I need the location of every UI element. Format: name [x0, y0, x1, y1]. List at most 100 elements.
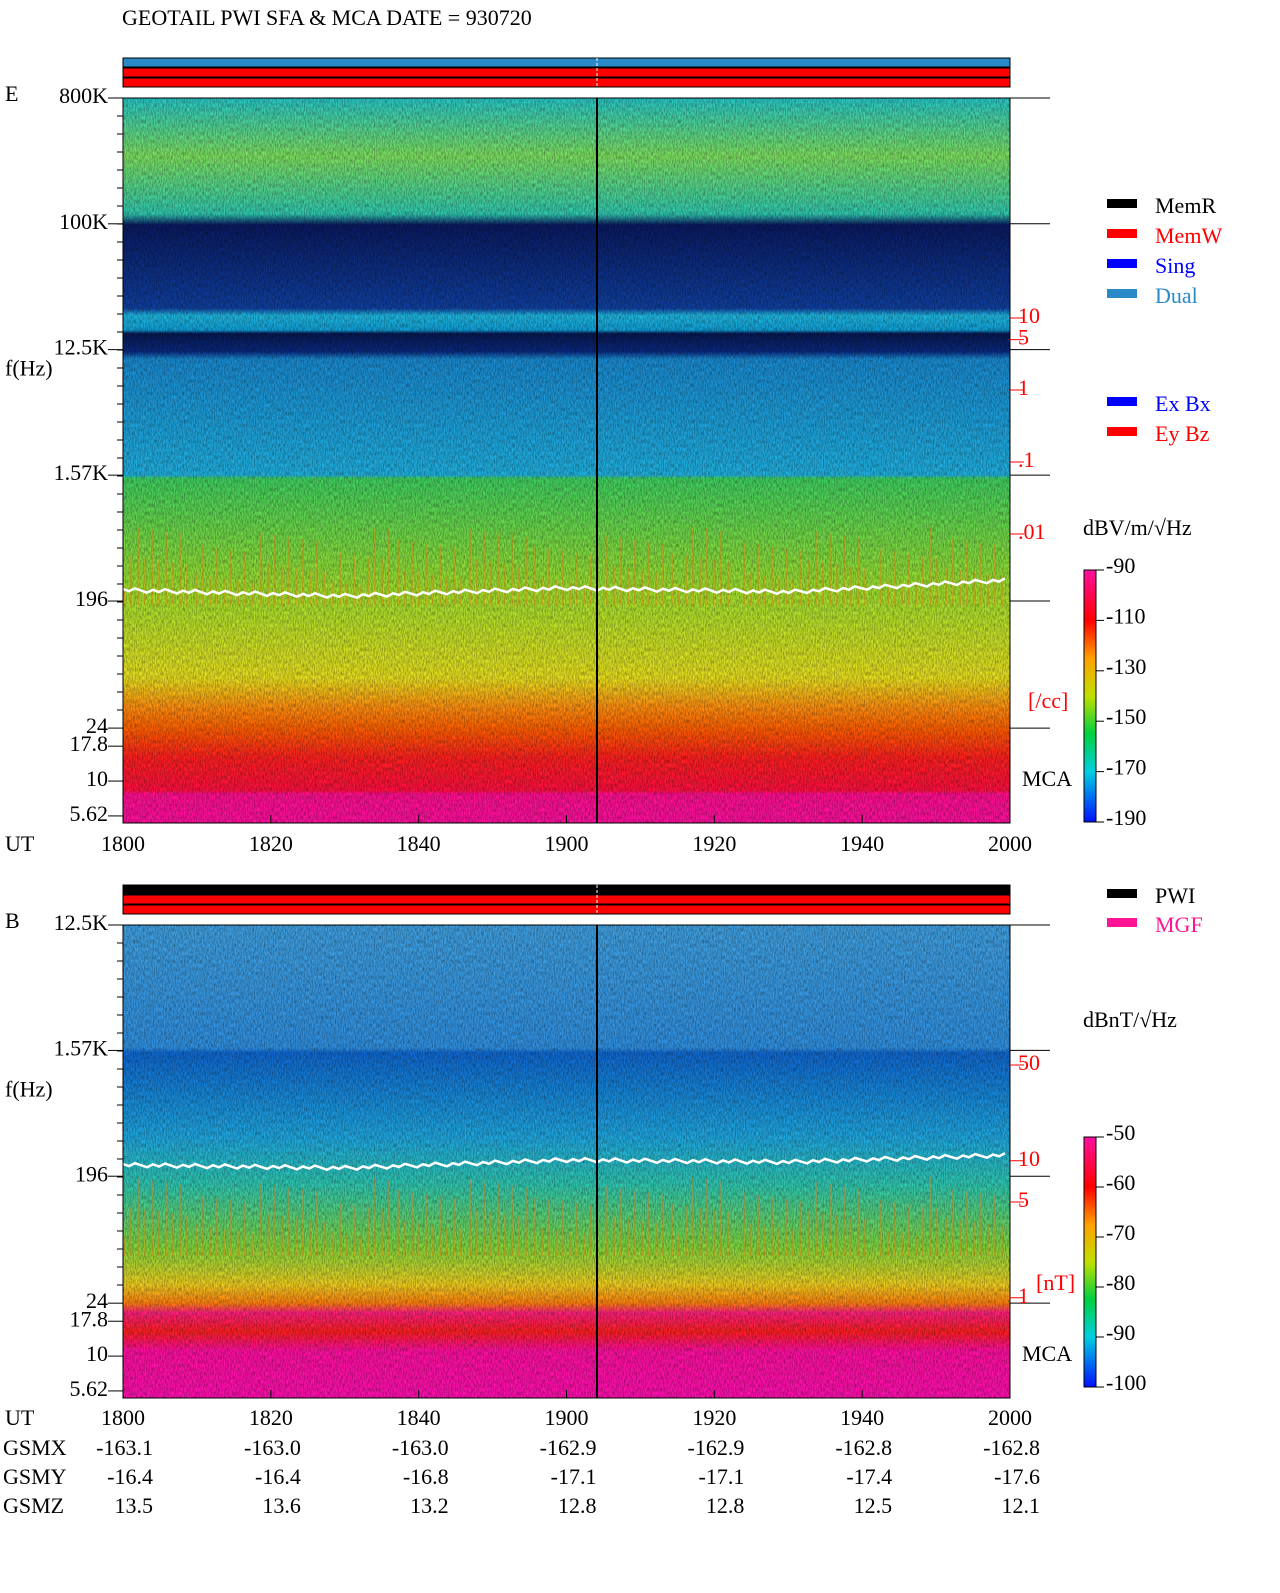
streak	[339, 1203, 341, 1257]
orbit-value: -16.8	[403, 1464, 449, 1489]
streak	[202, 545, 204, 606]
orbit-value: 13.5	[115, 1493, 154, 1518]
streak	[829, 1184, 831, 1257]
streak	[994, 1195, 996, 1257]
streak	[987, 573, 989, 606]
streak	[323, 1222, 325, 1257]
streak	[576, 552, 578, 606]
streak	[929, 526, 931, 606]
streak	[750, 573, 752, 606]
streak	[980, 542, 982, 606]
streak	[541, 1228, 543, 1257]
streak	[857, 1188, 859, 1257]
streak	[511, 534, 513, 606]
x-tick-label: 1900	[545, 831, 589, 856]
streak	[497, 532, 499, 606]
streak	[648, 1192, 650, 1257]
x-tick-label: 1840	[397, 831, 441, 856]
density-tick-label: 10	[1018, 303, 1040, 328]
streak	[144, 558, 146, 606]
streak	[987, 1224, 989, 1257]
y-tick-label: 10	[86, 766, 108, 791]
streak	[836, 564, 838, 606]
streak	[172, 562, 174, 606]
streak	[562, 1201, 564, 1257]
density-tick-label: 50	[1018, 1050, 1040, 1075]
orbit-value: 13.6	[262, 1493, 301, 1518]
streak	[692, 526, 694, 606]
streak	[425, 1194, 427, 1257]
streak	[857, 537, 859, 606]
streak	[887, 1231, 889, 1257]
streak	[620, 537, 622, 606]
streak	[590, 1205, 592, 1257]
streak	[562, 550, 564, 606]
streak	[808, 560, 810, 606]
status-bar	[122, 904, 1011, 915]
orbit-value: -163.1	[96, 1435, 153, 1460]
y-tick-label: 24	[86, 713, 108, 738]
streak	[151, 529, 153, 606]
streak	[713, 1210, 715, 1257]
y-tick-label: 196	[75, 586, 108, 611]
streak	[887, 580, 889, 606]
streak	[476, 1210, 478, 1257]
orbit-value: -17.6	[994, 1464, 1040, 1489]
mca-label: MCA	[1022, 766, 1072, 791]
colorbar-tick-label: -170	[1106, 755, 1146, 780]
component-label: B	[5, 908, 20, 933]
streak	[720, 530, 722, 606]
streak	[453, 1198, 455, 1257]
streak	[260, 532, 262, 606]
orbit-value: 12.5	[854, 1493, 893, 1518]
streak	[548, 1199, 550, 1257]
streak	[381, 1209, 383, 1257]
title: GEOTAIL PWI SFA & MCA DATE = 930720	[122, 5, 532, 30]
streak	[583, 583, 585, 606]
colorbar-unit: dBV/m/√Hz	[1083, 515, 1192, 540]
streak	[397, 539, 399, 606]
streak	[720, 1181, 722, 1257]
y-tick-label: 1.57K	[54, 1035, 109, 1060]
streak	[158, 1211, 160, 1257]
streak	[671, 553, 673, 606]
spectrogram-noise	[123, 98, 1010, 823]
streak	[151, 1180, 153, 1257]
legend-swatch	[1107, 397, 1137, 406]
x-tick-label: 1900	[545, 1405, 589, 1430]
streak	[244, 1202, 246, 1257]
y-tick-label: 12.5K	[54, 910, 109, 935]
streak	[627, 1219, 629, 1257]
streak	[750, 1224, 752, 1257]
streak	[353, 554, 355, 606]
streak	[894, 1202, 896, 1257]
panels: Ef(Hz)800K100K12.5K1.57K1962417.8105.62M…	[3, 57, 1222, 1518]
streak	[843, 535, 845, 606]
streak	[144, 1209, 146, 1257]
streak	[309, 1220, 311, 1257]
streak	[446, 1227, 448, 1257]
density-unit: [nT]	[1036, 1270, 1075, 1295]
streak	[504, 563, 506, 606]
streak	[606, 535, 608, 606]
mca-label: MCA	[1022, 1341, 1072, 1366]
y-tick-label: 5.62	[70, 1376, 109, 1401]
streak	[929, 1177, 931, 1257]
streak	[973, 1222, 975, 1257]
colorbar-unit: dBnT/√Hz	[1083, 1007, 1177, 1032]
x-tick-label: 2000	[988, 1405, 1032, 1430]
streak	[662, 1194, 664, 1257]
y-tick-label: 196	[75, 1161, 108, 1186]
streak	[288, 536, 290, 606]
streak	[504, 1214, 506, 1257]
streak	[360, 1236, 362, 1257]
y-tick-label: 17.8	[70, 731, 109, 756]
streak	[267, 1214, 269, 1257]
streak	[439, 1196, 441, 1257]
streak	[727, 1212, 729, 1257]
streak	[952, 538, 954, 606]
colorbar-tick-label: -70	[1106, 1220, 1135, 1245]
streak	[237, 580, 239, 606]
streak	[799, 550, 801, 606]
streak	[685, 555, 687, 606]
